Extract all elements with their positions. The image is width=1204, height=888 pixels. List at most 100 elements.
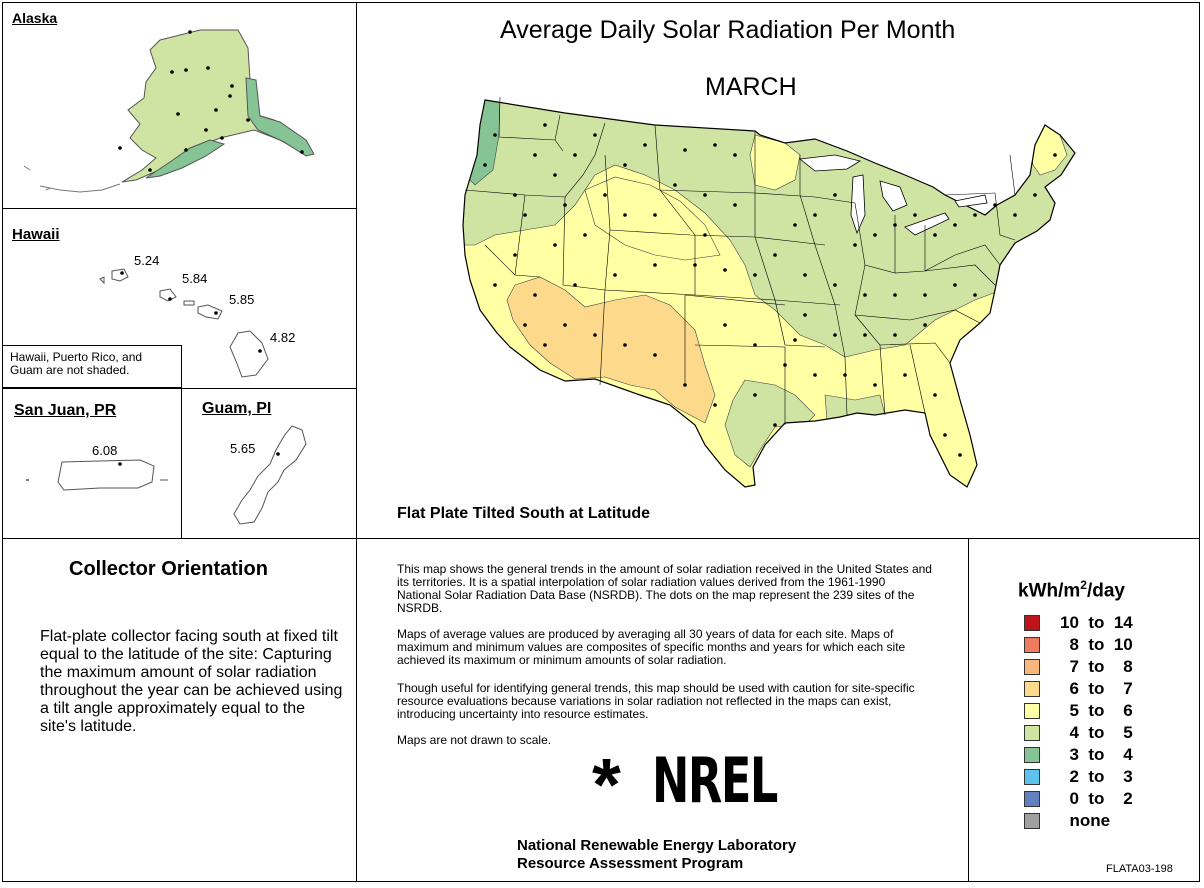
site-dot — [973, 293, 977, 297]
legend-label: 8 to 10 — [1060, 635, 1133, 654]
hawaii-big-island — [229, 330, 269, 378]
nrel-org-name: National Renewable Energy Laboratory — [517, 837, 797, 854]
site-dot — [553, 243, 557, 247]
legend-label: 10 to 14 — [1060, 613, 1133, 632]
site-dot — [958, 453, 962, 457]
hawaii-value-oahu: 5.84 — [182, 271, 208, 286]
map-month: MARCH — [705, 73, 797, 101]
site-dot — [1033, 193, 1037, 197]
alaska-peninsula — [145, 139, 226, 179]
site-dot — [653, 353, 657, 357]
site-dot — [703, 193, 707, 197]
maui-island — [197, 304, 223, 320]
legend-label: none — [1060, 811, 1111, 830]
site-dot — [773, 253, 777, 257]
legend-item: 5 to 6 — [1024, 701, 1164, 721]
site-dot — [813, 373, 817, 377]
legend-swatch — [1024, 703, 1040, 719]
puerto-rico-shape — [57, 459, 155, 491]
legend-unit-base: kWh/m — [1018, 580, 1081, 602]
legend: 10 to 14 8 to 10 7 to 8 6 to 7 5 to 6 4 … — [1024, 613, 1174, 835]
guam-label: Guam, PI — [202, 400, 272, 417]
legend-swatch — [1024, 747, 1040, 763]
site-dot — [483, 163, 487, 167]
site-dot — [573, 153, 577, 157]
site-dot — [723, 323, 727, 327]
guam-value: 5.65 — [230, 441, 256, 456]
site-dot — [583, 233, 587, 237]
site-dot — [543, 123, 547, 127]
legend-unit-exponent: 2 — [1080, 578, 1087, 592]
site-dot — [713, 143, 717, 147]
site-dot — [893, 223, 897, 227]
zone-4-to-5-texas-coast — [724, 379, 816, 468]
divider-left-column — [356, 2, 357, 882]
site-dot — [933, 393, 937, 397]
hawaii-note-box — [2, 345, 182, 388]
hawaii-value-kauai: 5.24 — [134, 253, 160, 268]
site-dot — [873, 233, 877, 237]
site-dot — [813, 213, 817, 217]
site-dot — [673, 183, 677, 187]
legend-unit: kWh/m2/day — [1018, 578, 1125, 602]
alaska-sites — [118, 30, 304, 172]
state-borders — [464, 96, 1031, 425]
contiguous-us-map — [462, 96, 1076, 488]
hawaii-value-big-island: 4.82 — [270, 330, 296, 345]
hawaii-value-maui: 5.85 — [229, 292, 255, 307]
legend-label: 0 to 2 — [1060, 789, 1133, 808]
legend-item: none — [1024, 811, 1164, 831]
site-dot — [753, 393, 757, 397]
site-dot — [783, 363, 787, 367]
alaska-label: Alaska — [12, 10, 58, 26]
lake-huron — [879, 180, 908, 212]
site-dot — [523, 213, 527, 217]
collector-heading: Collector Orientation — [69, 558, 268, 580]
site-dot — [893, 333, 897, 337]
site-dot — [873, 383, 877, 387]
site-dot — [533, 293, 537, 297]
site-dot — [733, 203, 737, 207]
site-dot — [953, 223, 957, 227]
site-dot — [933, 233, 937, 237]
legend-swatch — [1024, 725, 1040, 741]
site-dot — [833, 333, 837, 337]
lake-ontario — [954, 194, 988, 208]
divider-hawaii — [2, 388, 356, 389]
alaska-panhandle — [245, 77, 315, 157]
site-dot — [693, 263, 697, 267]
divider-bottom-band — [2, 538, 1200, 539]
legend-swatch — [1024, 659, 1040, 675]
legend-unit-tail: /day — [1086, 580, 1125, 602]
legend-swatch — [1024, 637, 1040, 653]
site-dot — [493, 133, 497, 137]
san-juan-value: 6.08 — [92, 443, 118, 458]
site-dot — [593, 333, 597, 337]
hawaii-sites — [120, 271, 262, 353]
alaska-map — [23, 29, 315, 193]
legend-swatch — [1024, 769, 1040, 785]
nrel-logo-star: * — [592, 743, 621, 826]
san-juan-site — [118, 462, 122, 466]
site-dot — [653, 263, 657, 267]
legend-label: 6 to 7 — [1060, 679, 1133, 698]
site-dot — [623, 163, 627, 167]
site-dot — [553, 173, 557, 177]
site-dot — [493, 283, 497, 287]
lake-michigan — [850, 174, 866, 235]
site-dot — [543, 343, 547, 347]
legend-item: 7 to 8 — [1024, 657, 1164, 677]
collector-text: Flat-plate collector facing south at fix… — [40, 628, 343, 735]
site-dot — [603, 193, 607, 197]
molokai-island — [183, 300, 195, 306]
legend-label: 4 to 5 — [1060, 723, 1133, 742]
nrel-logo-wordmark: NREL — [652, 744, 778, 817]
site-dot — [953, 283, 957, 287]
guam-shape — [233, 425, 307, 525]
legend-item: 8 to 10 — [1024, 635, 1164, 655]
legend-label: 7 to 8 — [1060, 657, 1133, 676]
legend-item: 2 to 3 — [1024, 767, 1164, 787]
site-dot — [533, 153, 537, 157]
site-dot — [753, 273, 757, 277]
site-dot — [973, 213, 977, 217]
